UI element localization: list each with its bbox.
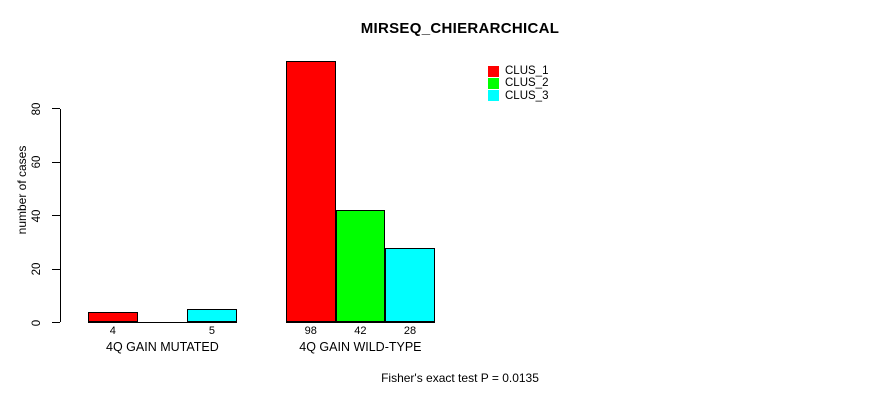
legend-label: CLUS_2 xyxy=(505,77,549,90)
legend-swatch xyxy=(488,77,499,89)
y-tick xyxy=(52,268,60,270)
bar xyxy=(88,311,138,323)
x-axis-baseline xyxy=(88,322,237,323)
y-tick-label: 60 xyxy=(31,155,43,169)
bar xyxy=(187,309,237,323)
bar xyxy=(335,210,386,323)
y-tick-label: 0 xyxy=(31,319,43,326)
chart-title: MIRSEQ_CHIERARCHICAL xyxy=(360,20,560,37)
legend-row: CLUS_3 xyxy=(488,90,548,102)
legend-row: CLUS_2 xyxy=(488,77,548,89)
bar-value-label: 98 xyxy=(304,324,317,337)
y-tick xyxy=(52,215,60,217)
bar xyxy=(385,247,435,323)
y-tick-label: 80 xyxy=(31,102,43,116)
y-tick-label: 20 xyxy=(31,262,43,276)
y-tick xyxy=(52,322,60,323)
x-axis-baseline xyxy=(286,322,435,323)
y-tick xyxy=(52,108,60,110)
bar-value-label: 5 xyxy=(208,324,216,337)
bar xyxy=(286,60,336,323)
legend-row: CLUS_1 xyxy=(488,65,548,77)
legend-label: CLUS_3 xyxy=(505,89,549,102)
category-label: 4Q GAIN MUTATED xyxy=(106,340,219,354)
legend-swatch xyxy=(488,90,499,102)
legend-label: CLUS_1 xyxy=(505,65,549,78)
legend: CLUS_1 CLUS_2 CLUS_3 xyxy=(488,65,548,102)
y-axis-label: number of cases xyxy=(15,145,29,235)
bar-value-label: 28 xyxy=(403,324,417,337)
bar-value-label: 4 xyxy=(109,324,116,337)
legend-swatch xyxy=(488,65,499,77)
y-axis-line xyxy=(60,108,61,323)
annotation-text: Fisher's exact test P = 0.0135 xyxy=(381,371,539,385)
category-label: 4Q GAIN WILD-TYPE xyxy=(299,340,422,354)
y-tick-label: 40 xyxy=(31,209,43,223)
y-tick xyxy=(52,161,60,163)
bar-value-label: 42 xyxy=(354,324,367,337)
